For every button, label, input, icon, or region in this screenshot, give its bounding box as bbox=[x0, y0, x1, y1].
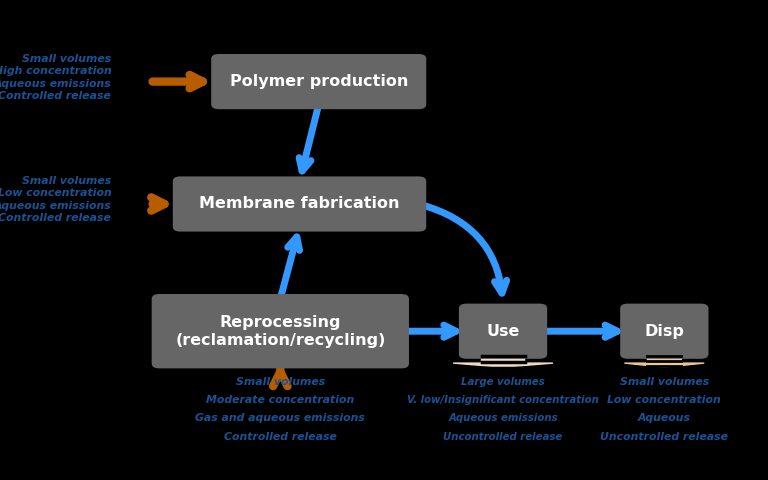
Text: Aqueous emissions: Aqueous emissions bbox=[449, 413, 558, 423]
FancyBboxPatch shape bbox=[211, 54, 426, 109]
FancyBboxPatch shape bbox=[151, 294, 409, 369]
Text: V. low/Insignificant concentration: V. low/Insignificant concentration bbox=[407, 395, 599, 405]
Text: Polymer production: Polymer production bbox=[230, 74, 408, 89]
Polygon shape bbox=[453, 356, 553, 367]
Text: Aqueous: Aqueous bbox=[637, 413, 691, 423]
Text: Reprocessing
(reclamation/recycling): Reprocessing (reclamation/recycling) bbox=[175, 315, 386, 348]
Text: High concentration: High concentration bbox=[0, 66, 111, 76]
Text: Disp: Disp bbox=[644, 324, 684, 339]
Text: Low concentration: Low concentration bbox=[607, 395, 721, 405]
Text: Small volumes: Small volumes bbox=[620, 377, 709, 387]
FancyBboxPatch shape bbox=[620, 304, 708, 359]
Text: Aqueous emissions: Aqueous emissions bbox=[0, 201, 111, 211]
Text: Low concentration: Low concentration bbox=[0, 189, 111, 198]
Text: Aqueous emissions: Aqueous emissions bbox=[0, 79, 111, 88]
Text: Large volumes: Large volumes bbox=[461, 377, 545, 387]
FancyBboxPatch shape bbox=[458, 304, 547, 359]
Text: Controlled release: Controlled release bbox=[224, 432, 336, 442]
FancyBboxPatch shape bbox=[173, 177, 426, 232]
Text: Small volumes: Small volumes bbox=[236, 377, 325, 387]
Text: Controlled release: Controlled release bbox=[0, 214, 111, 223]
Text: Use: Use bbox=[486, 324, 520, 339]
Text: Moderate concentration: Moderate concentration bbox=[206, 395, 355, 405]
Text: Gas and aqueous emissions: Gas and aqueous emissions bbox=[195, 413, 366, 423]
Polygon shape bbox=[624, 356, 704, 367]
Text: Small volumes: Small volumes bbox=[22, 176, 111, 186]
Text: Small volumes: Small volumes bbox=[22, 54, 111, 63]
Text: Membrane fabrication: Membrane fabrication bbox=[199, 196, 400, 212]
Text: Uncontrolled release: Uncontrolled release bbox=[443, 432, 563, 442]
Text: Controlled release: Controlled release bbox=[0, 91, 111, 101]
Text: Uncontrolled release: Uncontrolled release bbox=[601, 432, 728, 442]
